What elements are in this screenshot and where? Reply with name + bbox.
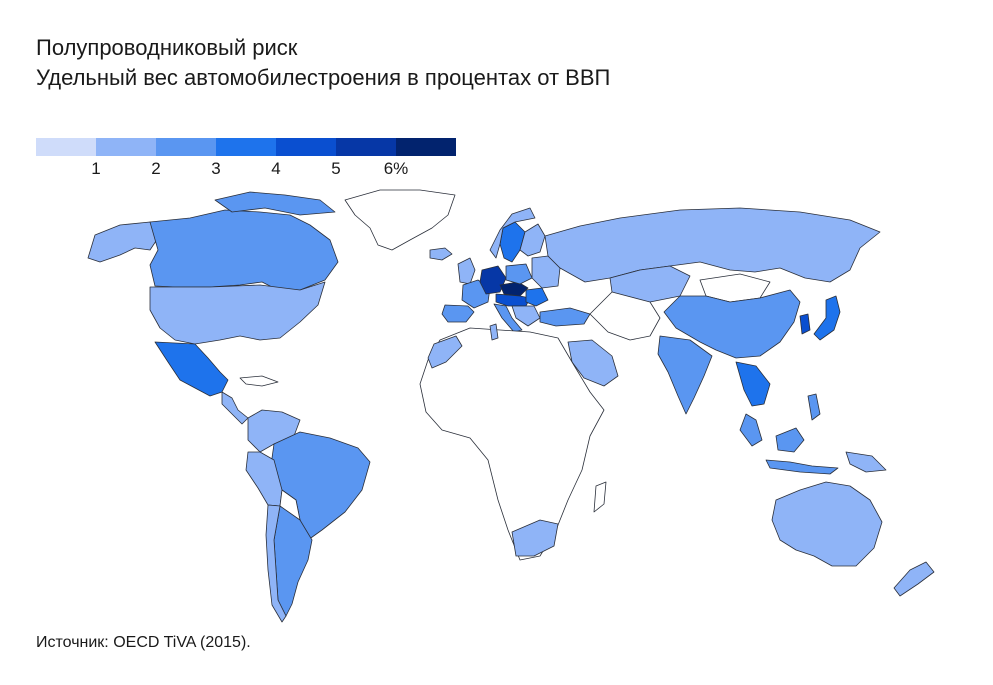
region-russia	[544, 207, 881, 283]
chart-subtitle: Удельный вес автомобилестроения в процен…	[36, 65, 611, 90]
source-note: Источник: OECD TiVA (2015).	[36, 634, 251, 651]
region-germany	[479, 265, 507, 295]
region-mexico	[154, 341, 229, 397]
legend-swatch-4	[276, 138, 336, 156]
legend-label-1: 1	[91, 159, 101, 178]
region-india	[657, 335, 713, 415]
region-italy	[493, 303, 523, 333]
region-central-asia	[589, 291, 661, 341]
region-south-africa	[511, 519, 559, 557]
region-malaysia	[739, 413, 763, 447]
region-australia	[771, 481, 883, 567]
region-southeast-asia	[735, 361, 771, 407]
region-canada	[149, 209, 339, 291]
region-central-europe	[495, 293, 531, 307]
region-romania	[525, 287, 549, 307]
region-turkey	[539, 307, 591, 327]
legend-swatch-0	[36, 138, 96, 156]
chart-title: Полупроводниковый риск	[36, 35, 298, 60]
region-borneo	[775, 427, 805, 453]
legend-labels: 1 2 3 4 5 6%	[36, 156, 456, 180]
legend-swatch-5	[336, 138, 396, 156]
region-morocco	[427, 335, 463, 369]
legend-bar	[36, 138, 456, 156]
legend-swatch-3	[216, 138, 276, 156]
legend-swatch-6	[396, 138, 456, 156]
region-uk	[457, 257, 476, 285]
region-balkans	[511, 305, 541, 327]
region-indonesia	[765, 459, 839, 475]
legend-swatch-2	[156, 138, 216, 156]
color-legend: 1 2 3 4 5 6%	[36, 138, 456, 182]
region-korea	[799, 313, 811, 335]
region-japan	[813, 295, 841, 341]
region-usa	[149, 281, 326, 345]
legend-label-3: 3	[211, 159, 221, 178]
region-poland	[505, 263, 533, 285]
region-sweden	[499, 221, 526, 263]
world-map	[87, 189, 935, 623]
legend-label-6: 6%	[383, 159, 409, 178]
legend-label-2: 2	[151, 159, 161, 178]
region-norway	[489, 207, 536, 259]
region-philippines	[807, 393, 821, 421]
region-madagascar	[593, 481, 607, 513]
region-czechia-slovakia	[499, 281, 529, 297]
region-china	[663, 289, 801, 359]
legend-swatch-1	[96, 138, 156, 156]
region-central-america	[221, 391, 249, 425]
region-caribbean	[239, 375, 279, 387]
region-chile	[265, 504, 287, 623]
region-papua	[845, 451, 887, 473]
region-alaska	[87, 221, 161, 263]
legend-label-4: 4	[271, 159, 281, 178]
region-iceland	[429, 247, 453, 261]
region-tunisia	[489, 323, 499, 341]
legend-label-5: 5	[331, 159, 341, 178]
region-finland	[519, 223, 546, 257]
region-canada-islands	[214, 191, 336, 216]
region-iberia	[441, 304, 475, 323]
region-greenland	[344, 189, 456, 251]
region-new-zealand	[893, 561, 935, 597]
